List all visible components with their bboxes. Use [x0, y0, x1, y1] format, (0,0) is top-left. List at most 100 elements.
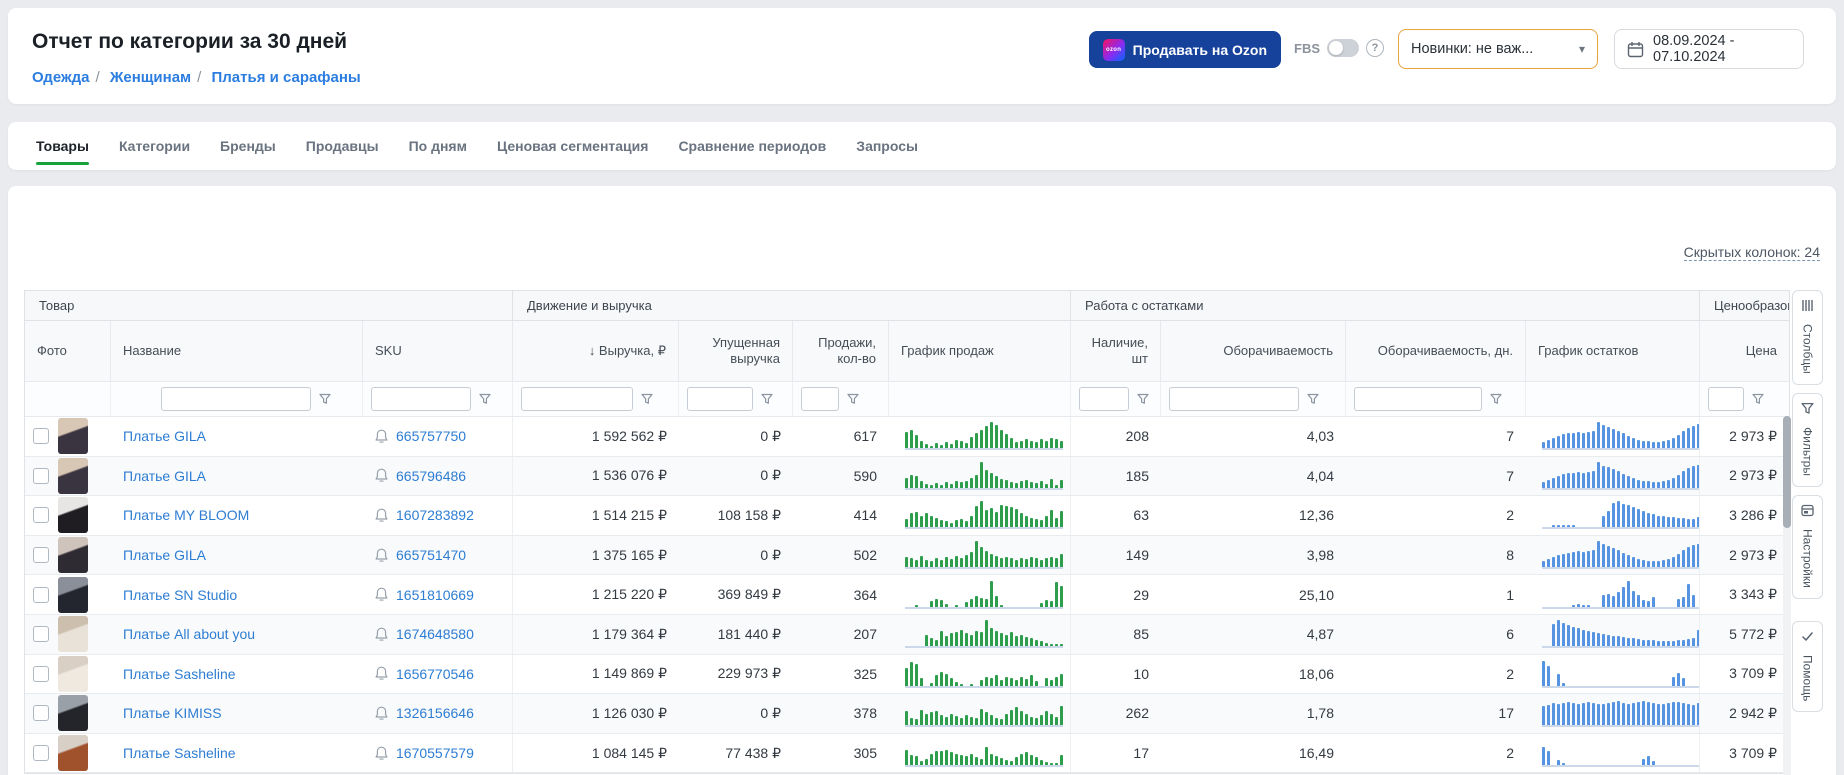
side-button-4[interactable]: Помощь — [1792, 621, 1823, 712]
row-checkbox[interactable] — [33, 428, 49, 444]
date-range-picker[interactable]: 08.09.2024 - 07.10.2024 — [1614, 29, 1804, 69]
sku-link[interactable]: 1651810669 — [396, 587, 474, 603]
row-checkbox[interactable] — [33, 507, 49, 523]
product-name-link[interactable]: Платье GILA — [123, 468, 206, 484]
filter-funnel-icon[interactable] — [1307, 393, 1319, 405]
filter-input-turnover[interactable] — [1169, 387, 1299, 411]
table-scrollbar-thumb[interactable] — [1783, 416, 1791, 528]
filter-funnel-icon[interactable] — [1137, 393, 1149, 405]
filter-funnel-icon[interactable] — [479, 393, 491, 405]
col-header-sales[interactable]: Продажи, кол-во — [793, 321, 889, 381]
product-name-link[interactable]: Платье GILA — [123, 547, 206, 563]
page: Отчет по категории за 30 дней Одежда/ Же… — [0, 0, 1844, 775]
filter-input-turnover-days[interactable] — [1354, 387, 1482, 411]
product-name-link[interactable]: Платье Sasheline — [123, 666, 236, 682]
hidden-columns-link[interactable]: Скрытых колонок: 24 — [1684, 244, 1820, 261]
sku-link[interactable]: 665796486 — [396, 468, 466, 484]
row-checkbox[interactable] — [33, 587, 49, 603]
bell-icon[interactable] — [375, 706, 388, 721]
col-header-revenue-sorted[interactable]: ↓ Выручка, ₽ — [513, 321, 679, 381]
tab-4[interactable]: Продавцы — [306, 122, 379, 170]
photo-cell — [25, 457, 111, 496]
group-header-stock-management: Работа с остатками — [1071, 291, 1700, 320]
toggle-knob — [1329, 41, 1343, 55]
novelty-select[interactable]: Новинки: не важ... ▾ — [1398, 29, 1598, 69]
tab-7[interactable]: Сравнение периодов — [678, 122, 826, 170]
help-icon[interactable]: ? — [1366, 39, 1384, 57]
filter-input-revenue[interactable] — [521, 387, 633, 411]
sku-link[interactable]: 1607283892 — [396, 507, 474, 523]
sku-link[interactable]: 1674648580 — [396, 626, 474, 642]
side-button-1[interactable]: Столбцы — [1792, 290, 1823, 385]
bell-icon[interactable] — [375, 508, 388, 523]
side-button-label: Фильтры — [1801, 427, 1815, 476]
row-checkbox[interactable] — [33, 626, 49, 642]
product-name-link[interactable]: Платье SN Studio — [123, 587, 237, 603]
row-checkbox[interactable] — [33, 547, 49, 563]
sku-link[interactable]: 1326156646 — [396, 705, 474, 721]
filter-funnel-icon[interactable] — [1490, 393, 1502, 405]
filter-funnel-icon[interactable] — [319, 393, 331, 405]
table-row: Платье MY BLOOM16072838921 514 215 ₽108 … — [25, 496, 1789, 536]
filter-funnel-icon[interactable] — [641, 393, 653, 405]
bell-icon[interactable] — [375, 666, 388, 681]
sales-chart-cell — [889, 734, 1071, 773]
fbs-toggle[interactable] — [1327, 39, 1359, 57]
product-name-link[interactable]: Платье KIMISS — [123, 705, 222, 721]
product-photo — [58, 695, 88, 731]
col-header-stock[interactable]: Наличие, шт — [1071, 321, 1161, 381]
breadcrumb-link-odezhda[interactable]: Одежда — [32, 69, 89, 86]
bell-icon[interactable] — [375, 468, 388, 483]
sell-on-ozon-button[interactable]: ozon Продавать на Ozon — [1089, 31, 1281, 68]
bell-icon[interactable] — [375, 746, 388, 761]
tab-3[interactable]: Бренды — [220, 122, 276, 170]
filter-input-name[interactable] — [161, 387, 311, 411]
bell-icon[interactable] — [375, 627, 388, 642]
settings-icon — [1801, 504, 1814, 522]
sku-link[interactable]: 1670557579 — [396, 745, 474, 761]
name-cell: Платье All about you — [111, 615, 363, 654]
row-checkbox[interactable] — [33, 666, 49, 682]
col-header-turnover[interactable]: Оборачиваемость — [1161, 321, 1346, 381]
tab-2[interactable]: Категории — [119, 122, 190, 170]
bell-icon[interactable] — [375, 429, 388, 444]
products-table: Товар Движение и выручка Работа с остатк… — [24, 290, 1790, 774]
side-button-3[interactable]: Настройки — [1792, 495, 1823, 599]
photo-cell — [25, 417, 111, 456]
lost_revenue-cell: 108 158 ₽ — [679, 496, 793, 535]
breadcrumb-link-zhenshchinam[interactable]: Женщинам — [110, 69, 191, 86]
row-checkbox[interactable] — [33, 745, 49, 761]
product-name-link[interactable]: Платье GILA — [123, 428, 206, 444]
sku-link[interactable]: 665751470 — [396, 547, 466, 563]
product-name-link[interactable]: Платье All about you — [123, 626, 255, 642]
mini-bar-chart — [1542, 541, 1700, 569]
stock-chart-cell — [1526, 734, 1700, 773]
filter-funnel-icon[interactable] — [761, 393, 773, 405]
row-checkbox[interactable] — [33, 468, 49, 484]
filter-input-sales[interactable] — [801, 387, 839, 411]
product-name-link[interactable]: Платье Sasheline — [123, 745, 236, 761]
col-header-lost-revenue[interactable]: Упущенная выручка — [679, 321, 793, 381]
filter-input-stock[interactable] — [1079, 387, 1129, 411]
sku-link[interactable]: 665757750 — [396, 428, 466, 444]
side-button-2[interactable]: Фильтры — [1792, 393, 1823, 487]
filter-funnel-icon[interactable] — [1752, 393, 1764, 405]
tab-1[interactable]: Товары — [36, 122, 89, 170]
col-header-turnover-days[interactable]: Оборачиваемость, дн. — [1346, 321, 1526, 381]
table-scrollbar-track[interactable] — [1783, 416, 1791, 775]
row-checkbox[interactable] — [33, 705, 49, 721]
tab-8[interactable]: Запросы — [856, 122, 918, 170]
bell-icon[interactable] — [375, 587, 388, 602]
tab-6[interactable]: Ценовая сегментация — [497, 122, 648, 170]
filter-input-price[interactable] — [1708, 387, 1744, 411]
bell-icon[interactable] — [375, 548, 388, 563]
filter-funnel-icon[interactable] — [847, 393, 859, 405]
tab-5[interactable]: По дням — [409, 122, 467, 170]
filter-input-lost-revenue[interactable] — [687, 387, 753, 411]
revenue-cell: 1 375 165 ₽ — [513, 536, 679, 575]
sku-link[interactable]: 1656770546 — [396, 666, 474, 682]
breadcrumb-link-platya[interactable]: Платья и сарафаны — [212, 69, 361, 86]
filter-input-sku[interactable] — [371, 387, 471, 411]
col-header-price[interactable]: Цена — [1700, 321, 1789, 381]
product-name-link[interactable]: Платье MY BLOOM — [123, 507, 249, 523]
